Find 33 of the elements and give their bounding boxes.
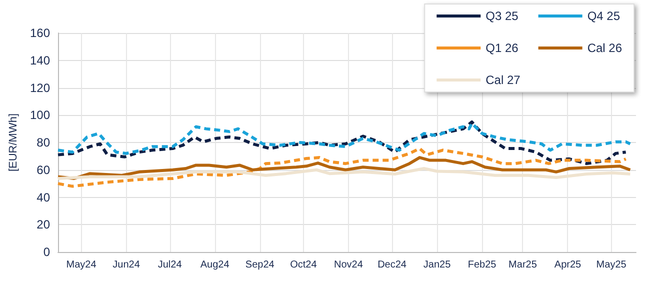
x-tick-label: Dec24 [378,260,407,270]
line-series [56,122,632,155]
y-axis-title: [EUR/MWh] [8,113,20,172]
line-series [56,120,628,166]
x-tick-label: Feb25 [468,260,497,270]
x-tick-label: Jun24 [112,260,140,270]
legend-label: Q3 25 [486,9,519,23]
y-tick-label: 40 [36,190,50,204]
legend-label: Q1 26 [486,41,519,55]
x-tick-label: Jul24 [158,260,182,270]
x-tick-label: May24 [66,260,97,270]
line-series [56,156,632,180]
line-series [56,147,628,188]
y-tick-label: 80 [36,136,50,150]
y-tick-label: 20 [36,218,50,232]
x-tick-label: May25 [596,260,627,270]
line-series [56,167,632,180]
x-tick-label: Oct24 [290,260,318,270]
x-tick-label: Aug24 [200,260,230,270]
y-tick-label: 120 [30,80,50,95]
y-tick-label: 160 [30,26,50,40]
y-tick-label: 100 [30,108,50,122]
y-tick-label: 0 [43,245,50,259]
x-tick-label: Apr25 [554,260,582,270]
legend-label: Q4 25 [587,9,620,23]
legend-label: Cal 27 [486,73,521,87]
x-tick-label: Mar25 [508,260,538,270]
x-tick-label: Sep24 [245,260,275,270]
x-tick-label: Nov24 [334,260,364,270]
x-tick-label: Jan25 [423,260,452,270]
y-tick-label: 140 [30,53,50,68]
y-tick-label: 60 [36,162,50,177]
legend-label: Cal 26 [587,41,622,55]
